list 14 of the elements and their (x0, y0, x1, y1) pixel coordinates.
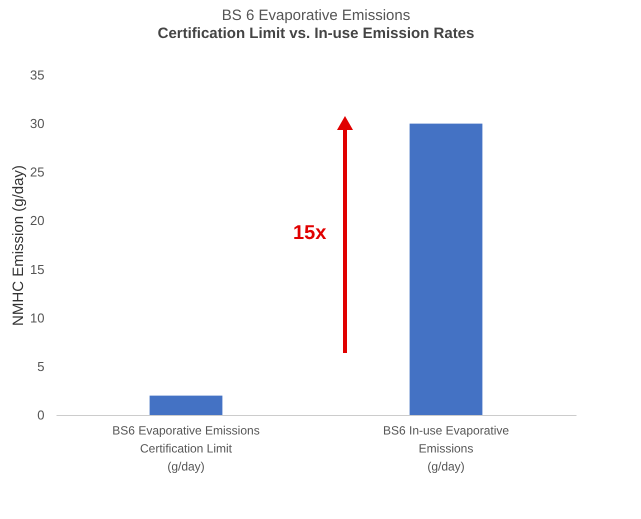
y-tick-label: 0 (37, 408, 44, 422)
y-tick-label: 15 (30, 262, 44, 277)
y-tick-label: 10 (30, 310, 44, 326)
x-tick-label: BS6 Evaporative Emissions Certification Limit (g/day) (112, 424, 260, 474)
y-tick-label: 5 (37, 358, 44, 374)
x-tick-label: BS6 In-use Evaporative Emissions (g/day) (382, 424, 510, 474)
annotation: 15x (293, 222, 326, 246)
y-tick-label: 30 (30, 116, 44, 132)
chart-subtitle: Certification Limit vs. In-use Emission Rates (158, 25, 474, 42)
chart-title: BS 6 Evaporative Emissions (222, 7, 410, 24)
y-tick-label: 20 (30, 213, 44, 228)
y-axis-title: NMHC Emission (g/day) (10, 165, 28, 326)
y-tick-label: 35 (30, 68, 44, 82)
y-tick-label: 25 (30, 164, 44, 180)
